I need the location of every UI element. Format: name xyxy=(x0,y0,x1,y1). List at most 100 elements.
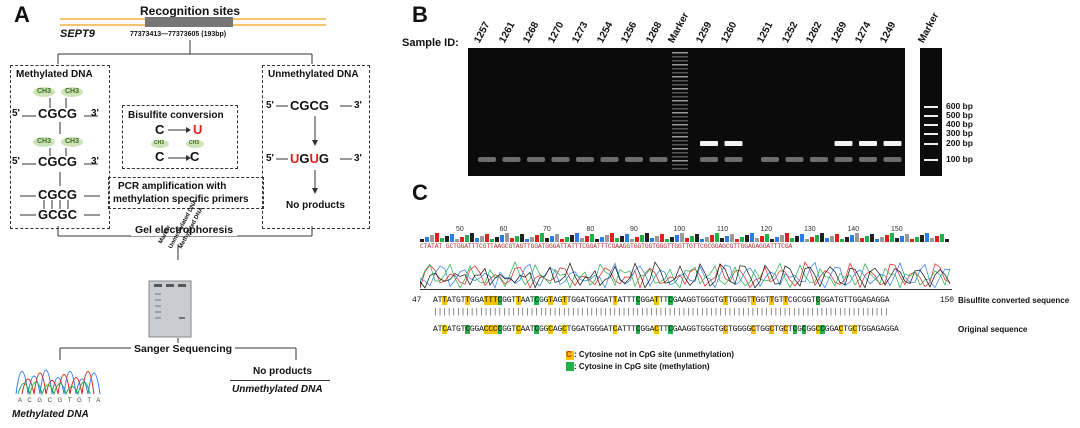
marker-ladder-band-4 xyxy=(672,68,688,70)
orig-base-48: C xyxy=(654,325,659,334)
bis-base-39: T xyxy=(612,296,618,305)
bis-base-2: T xyxy=(442,296,447,305)
quality-bar-95 xyxy=(895,238,899,242)
orig-base-60: G xyxy=(709,325,715,334)
quality-bar-46 xyxy=(650,238,654,242)
primer-band-7 xyxy=(649,157,668,162)
orig-base-2: C xyxy=(442,325,447,334)
bis-base-57: T xyxy=(695,296,701,305)
five-prime-unmeth-1: 5' xyxy=(266,100,274,111)
quality-bar-1 xyxy=(425,237,429,242)
quality-bar-10 xyxy=(470,233,474,242)
bis-base-53: A xyxy=(677,296,682,305)
quality-bar-94 xyxy=(890,233,894,242)
ruler-tick-120: 120 xyxy=(760,226,773,233)
orig-base-51: C xyxy=(668,325,673,334)
top-sequence: CTATAT GCTGGATTTCGTTAAGCGTAGTTGGATGGGATT… xyxy=(420,243,793,250)
orig-base-44: C xyxy=(635,325,641,334)
quality-bar-45 xyxy=(645,233,649,242)
orig-base-56: G xyxy=(691,325,696,334)
orig-base-47: A xyxy=(649,325,655,334)
marker-ladder-band-1 xyxy=(672,56,688,58)
bis-base-14: C xyxy=(497,296,503,305)
orig-base-89: T xyxy=(843,325,848,334)
ladder-band-3 xyxy=(924,133,938,135)
quality-bar-8 xyxy=(460,237,464,242)
quality-bar-24 xyxy=(540,233,544,242)
bis-base-58: G xyxy=(700,296,705,305)
sample-id-label: Sample ID: xyxy=(402,37,459,49)
orig-base-55: G xyxy=(686,325,692,334)
orig-base-38: T xyxy=(608,325,613,334)
bis-base-55: G xyxy=(686,296,692,305)
orig-base-81: G xyxy=(806,325,811,334)
orig-base-4: T xyxy=(451,325,457,334)
bis-base-69: T xyxy=(751,296,756,305)
orig-base-21: T xyxy=(529,325,535,334)
marker-ladder-band-3 xyxy=(672,64,688,66)
bis-base-76: T xyxy=(783,296,788,305)
bis-base-32: A xyxy=(580,296,586,305)
ugug-converted: UGUG xyxy=(290,151,329,166)
bis-base-6: T xyxy=(460,296,466,305)
quality-bar-96 xyxy=(900,236,904,242)
trace-1 xyxy=(420,261,951,289)
ladder-label-100bp: 100 bp xyxy=(946,154,973,164)
orig-base-27: G xyxy=(557,325,563,334)
bis-base-97: G xyxy=(880,296,885,305)
bis-base-86: A xyxy=(829,296,835,305)
orig-base-29: T xyxy=(566,325,572,334)
quality-bar-82 xyxy=(830,236,834,242)
quality-bar-17 xyxy=(505,233,509,242)
lane-label-1269: 1269 xyxy=(828,20,849,45)
lane-label-1268: 1268 xyxy=(521,20,542,45)
lane-label-1257: 1257 xyxy=(472,20,493,45)
seq-end-num: 150 xyxy=(940,296,954,305)
quality-bar-19 xyxy=(515,236,519,242)
orig-base-15: G xyxy=(502,325,507,334)
bisulfite-c-methylated: C xyxy=(155,149,165,164)
quality-bar-43 xyxy=(635,237,639,242)
bis-base-11: T xyxy=(483,296,489,305)
bis-base-29: T xyxy=(566,296,572,305)
bis-base-38: T xyxy=(608,296,613,305)
bis-base-16: G xyxy=(506,296,512,305)
seq-start-num: 47 xyxy=(412,296,422,305)
ruler-tick-130: 130 xyxy=(804,226,816,233)
orig-base-34: G xyxy=(589,325,595,334)
product-band-14 xyxy=(859,141,877,146)
bis-base-22: C xyxy=(534,296,540,305)
ruler-tick-100: 100 xyxy=(673,226,686,233)
quality-bar-44 xyxy=(640,235,644,242)
bis-base-48: T xyxy=(654,296,659,305)
bis-base-23: G xyxy=(539,296,544,305)
orig-base-90: G xyxy=(847,325,853,334)
quality-bar-22 xyxy=(530,237,534,242)
ladder-band-5 xyxy=(924,159,938,161)
quality-bar-25 xyxy=(545,238,549,242)
orig-base-54: A xyxy=(681,325,687,334)
orig-base-62: G xyxy=(718,325,724,334)
ladder-label-200bp: 200 bp xyxy=(946,138,973,148)
bis-base-24: G xyxy=(543,296,549,305)
bis-base-75: T xyxy=(778,296,784,305)
ch3-label-3: CH3 xyxy=(37,138,52,145)
methylated-dna-title: Methylated DNA xyxy=(16,69,93,80)
bis-base-20: A xyxy=(525,296,530,305)
primer-band-2 xyxy=(527,157,545,162)
quality-bar-42 xyxy=(630,239,634,242)
orig-base-28: C xyxy=(562,325,567,334)
primer-band-10 xyxy=(761,157,779,162)
bisulfite-u: U xyxy=(193,122,203,137)
recognition-bar xyxy=(60,17,326,27)
quality-bar-102 xyxy=(930,238,934,242)
primer-band-8 xyxy=(700,157,718,162)
ruler-tick-50: 50 xyxy=(456,226,464,233)
orig-base-83: C xyxy=(815,325,821,334)
marker-ladder-band-11 xyxy=(672,96,688,98)
quality-bar-85 xyxy=(845,237,849,242)
quality-bar-75 xyxy=(795,236,799,242)
quality-bar-37 xyxy=(605,235,609,242)
primer-band-12 xyxy=(810,157,828,162)
quality-bar-98 xyxy=(910,239,914,242)
